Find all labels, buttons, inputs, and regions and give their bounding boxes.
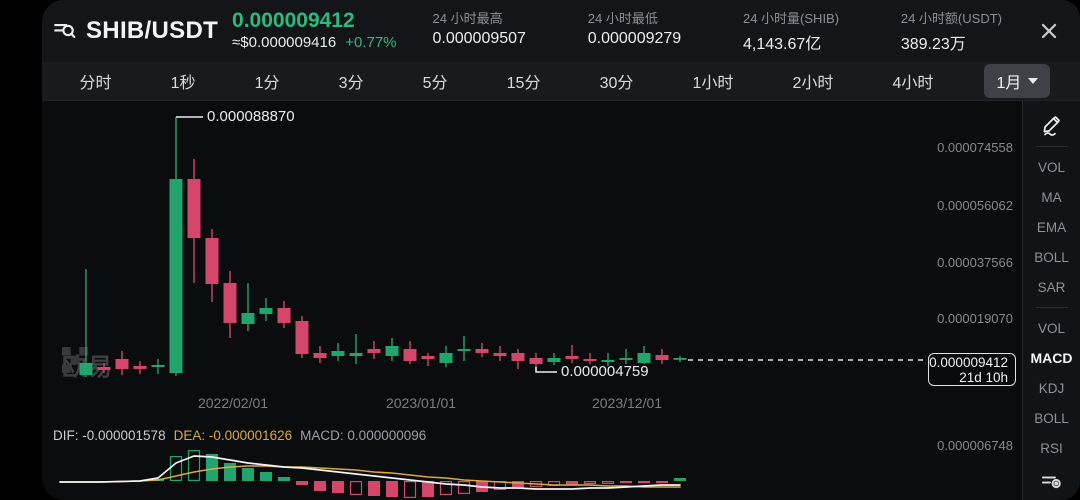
macd-dea-value: DEA: -0.000001626 xyxy=(173,428,293,443)
stat-label: 24 小时量(SHIB) xyxy=(742,11,840,26)
candles-canvas xyxy=(79,116,926,377)
pair-title: SHIB/USDT xyxy=(86,17,219,44)
timeframe-tab[interactable]: 分时 xyxy=(79,75,112,92)
price-axis-label: 0.000019070 xyxy=(937,311,1013,326)
timeframe-tabs: 分时 1秒 1分 3分 5分 15分 30分 1小时 2小时 4小时 1月 xyxy=(42,62,1080,101)
price-axis-label: 0.000056062 xyxy=(937,198,1013,213)
low-annotation: 0.000004759 xyxy=(561,363,649,380)
price-axis-label: 0.000037566 xyxy=(937,255,1013,270)
sidebar-item-kdj[interactable]: KDJ xyxy=(1038,380,1065,396)
time-axis-label: 2022/02/01 xyxy=(197,395,269,411)
stat-item: 24 小时最低 0.000009279 xyxy=(588,8,681,54)
timeframe-tab[interactable]: 2小时 xyxy=(792,75,834,92)
time-axis-label: 2023/01/01 xyxy=(385,395,457,411)
stat-value: 0.000009507 xyxy=(432,30,526,47)
sidebar-divider xyxy=(1035,146,1068,147)
stat-label: 24 小时最高 xyxy=(432,11,503,26)
timeframe-tab[interactable]: 1秒 xyxy=(170,75,196,92)
timeframe-tab[interactable]: 1分 xyxy=(254,75,280,92)
macd-dif-value: DIF: -0.000001578 xyxy=(53,428,166,443)
price-block: 0.000009412 ≈$0.000009416 +0.77% xyxy=(232,9,396,53)
sidebar-item-boll[interactable]: BOLL xyxy=(1034,249,1069,265)
usd-price: ≈$0.000009416 xyxy=(232,34,337,51)
tag-price: 0.000009412 xyxy=(929,354,1008,370)
ticker-stats: 24 小时最高 0.000009507 24 小时最低 0.000009279 24 小… xyxy=(423,8,1032,54)
stat-value: 4,143.67亿 xyxy=(742,36,822,53)
stat-item: 24 小时量(SHIB) 4,143.67亿 xyxy=(743,8,839,54)
selected-timeframe-label: 1月 xyxy=(996,75,1022,92)
stat-value: 389.23万 xyxy=(900,36,966,53)
macd-axis-label: 0.000006748 xyxy=(937,438,1013,453)
timeframe-tab[interactable]: 4小时 xyxy=(892,75,934,92)
timeframe-tab[interactable]: 5分 xyxy=(422,75,448,92)
stat-item: 24 小时额(USDT) 389.23万 xyxy=(901,8,1002,54)
draw-tool-icon[interactable] xyxy=(1035,111,1069,141)
change-percent: +0.77% xyxy=(345,34,397,51)
trading-app: SHIB/USDT 0.000009412 ≈$0.000009416 +0.7… xyxy=(42,0,1080,500)
macd-values: DIF: -0.000001578 DEA: -0.000001626 MACD: … xyxy=(53,428,426,443)
sidebar-item-macd[interactable]: MACD xyxy=(1030,350,1073,366)
caret-down-icon xyxy=(1028,78,1039,84)
stat-label: 24 小时额(USDT) xyxy=(900,11,1002,26)
timeframe-tab[interactable]: 3分 xyxy=(338,75,364,92)
macd-panel[interactable]: DIF: -0.000001578 DEA: -0.000001626 MACD: … xyxy=(42,416,1022,500)
timeframe-tab-selected[interactable]: 1月 xyxy=(984,64,1051,98)
high-annotation: 0.000088870 xyxy=(207,108,295,125)
sidebar-divider xyxy=(1035,307,1068,308)
sidebar-item-boll[interactable]: BOLL xyxy=(1034,410,1069,426)
timeframe-tab[interactable]: 1小时 xyxy=(692,75,734,92)
current-price-tag: 0.000009412 21d 10h xyxy=(928,353,1016,386)
close-icon[interactable] xyxy=(1032,14,1066,48)
chart-column: 欧易 0.000088870 0.000004759 0.0000745580.… xyxy=(42,101,1022,500)
timeframe-tab[interactable]: 15分 xyxy=(506,75,541,92)
sidebar-item-vol[interactable]: VOL xyxy=(1037,159,1065,175)
tag-countdown: 21d 10h xyxy=(959,369,1008,385)
last-price: 0.000009412 xyxy=(232,9,355,32)
indicator-sidebar: VOL MA EMA BOLL SAR VOL MACD KDJ BOLL RSI xyxy=(1022,101,1080,500)
timeframe-tab[interactable]: 30分 xyxy=(599,75,634,92)
macd-macd-value: MACD: 0.000000096 xyxy=(300,428,427,443)
sidebar-item-rsi[interactable]: RSI xyxy=(1040,440,1063,456)
sidebar-item-ma[interactable]: MA xyxy=(1041,189,1062,205)
indicator-settings-icon[interactable] xyxy=(1035,467,1069,497)
sidebar-item-sar[interactable]: SAR xyxy=(1037,279,1066,295)
sidebar-item-vol[interactable]: VOL xyxy=(1037,320,1065,336)
stat-label: 24 小时最低 xyxy=(587,11,658,26)
price-axis-label: 0.000074558 xyxy=(937,140,1013,155)
macd-canvas xyxy=(59,449,686,498)
sidebar-item-ema[interactable]: EMA xyxy=(1036,219,1067,235)
time-axis-label: 2023/12/01 xyxy=(591,395,663,411)
header: SHIB/USDT 0.000009412 ≈$0.000009416 +0.7… xyxy=(42,0,1080,62)
stat-item: 24 小时最高 0.000009507 xyxy=(433,8,526,54)
stat-value: 0.000009279 xyxy=(587,30,682,47)
candlestick-chart[interactable]: 欧易 0.000088870 0.000004759 0.0000745580.… xyxy=(42,101,1022,416)
content: 欧易 0.000088870 0.000004759 0.0000745580.… xyxy=(42,101,1080,500)
search-icon[interactable] xyxy=(48,14,82,48)
